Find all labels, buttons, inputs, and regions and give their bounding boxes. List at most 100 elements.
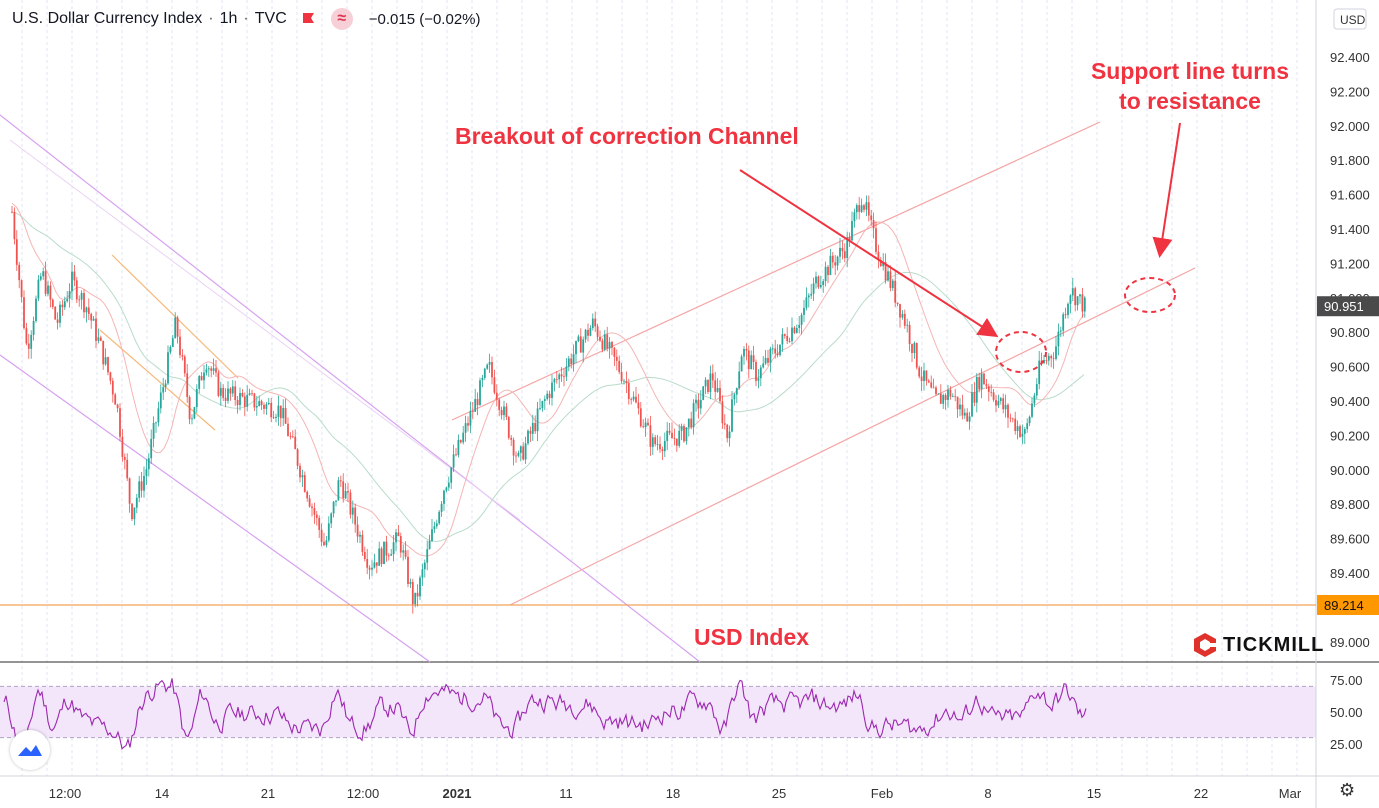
candle-body: [49, 285, 52, 300]
candle-body: [426, 549, 429, 563]
symbol-title[interactable]: U.S. Dollar Currency Index: [12, 10, 203, 27]
channel-line-lower: [0, 354, 431, 663]
candle-body: [827, 266, 829, 276]
candle-body: [392, 542, 395, 555]
candle-body: [68, 291, 71, 299]
compare-wave-icon[interactable]: ≈: [330, 8, 353, 30]
candle-body: [443, 490, 445, 504]
candle-body: [92, 318, 95, 321]
candle-body: [231, 386, 234, 394]
candle-body: [97, 337, 100, 341]
candle-body: [30, 334, 33, 349]
candle-body: [906, 324, 909, 326]
candle-body: [1057, 331, 1060, 347]
candle-body: [56, 319, 59, 323]
candle-body: [457, 440, 460, 455]
candle-body: [731, 399, 733, 432]
candle-body: [493, 377, 496, 393]
candle-body: [774, 348, 777, 354]
candle-body: [227, 388, 229, 401]
candle-body: [217, 372, 220, 396]
candle-body: [851, 221, 853, 241]
candle-body: [459, 440, 462, 443]
candle-body: [20, 280, 23, 298]
candle-body: [836, 256, 839, 266]
price-tick-label: 89.600: [1330, 532, 1370, 547]
candle-body: [176, 317, 179, 337]
candle-body: [128, 478, 131, 504]
candle-body: [1031, 403, 1033, 417]
candle-body: [383, 541, 385, 564]
time-tick-label: Mar: [1279, 786, 1302, 801]
support-price-label: 89.214: [1324, 598, 1364, 613]
candle-body: [323, 541, 325, 546]
candle-body: [735, 388, 738, 395]
candle-body: [819, 284, 822, 288]
candle-body: [44, 271, 47, 294]
candle-body: [107, 357, 109, 373]
flag-icon[interactable]: [301, 11, 317, 27]
candle-body: [488, 362, 491, 365]
candle-body: [587, 329, 589, 336]
candle-body: [188, 397, 191, 420]
candle-body: [755, 361, 757, 381]
gear-icon[interactable]: ⚙: [1339, 780, 1356, 800]
candle-body: [152, 422, 155, 439]
candle-body: [932, 387, 935, 389]
candle-body: [707, 379, 709, 393]
candle-body: [450, 467, 453, 483]
candle-body: [829, 255, 832, 276]
candle-body: [779, 344, 781, 356]
candle-body: [635, 396, 637, 403]
candle-body: [1028, 416, 1031, 424]
candle-body: [59, 304, 61, 323]
candle-body: [203, 372, 205, 381]
last-price-label: 90.951: [1324, 299, 1364, 314]
candle-body: [930, 382, 933, 388]
candle-body: [803, 307, 805, 315]
candle-body: [582, 339, 585, 353]
candle-body: [241, 392, 244, 397]
candle-body: [935, 387, 937, 394]
candle-body: [596, 326, 599, 337]
candle-body: [229, 388, 232, 394]
candle-body: [25, 328, 28, 344]
candle-body: [695, 399, 697, 404]
candle-body: [515, 455, 517, 457]
candle-body: [284, 408, 287, 424]
candle-body: [1081, 294, 1084, 312]
channel-line-upper: [0, 114, 701, 663]
candle-body: [337, 480, 340, 501]
price-tick-label: 89.800: [1330, 497, 1370, 512]
candle-body: [555, 379, 558, 381]
candle-body: [711, 373, 714, 381]
price-change: −0.015 (−0.02%): [368, 10, 481, 28]
candle-body: [896, 302, 899, 305]
candle-body: [1064, 314, 1067, 316]
candle-body: [243, 396, 246, 407]
candle-body: [83, 293, 85, 313]
tradingview-logo-icon[interactable]: [10, 730, 50, 770]
interval-label[interactable]: 1h: [219, 10, 238, 27]
candle-body: [66, 298, 69, 302]
candle-body: [356, 524, 359, 537]
candle-body: [920, 376, 923, 381]
candle-body: [447, 482, 450, 488]
candle-body: [1076, 296, 1079, 306]
candle-body: [639, 408, 642, 427]
candle-body: [1079, 294, 1081, 297]
candle-body: [699, 399, 702, 409]
candle-body: [894, 280, 897, 303]
candle-body: [294, 436, 297, 450]
candle-body: [947, 389, 949, 401]
candle-body: [495, 392, 498, 400]
candle-body: [1035, 384, 1038, 396]
candle-body: [522, 446, 525, 460]
candle-body: [193, 407, 196, 419]
candle-body: [303, 475, 306, 492]
candle-body: [1052, 358, 1055, 360]
candle-body: [433, 526, 436, 530]
candle-body: [1047, 355, 1050, 361]
candle-body: [419, 577, 421, 597]
